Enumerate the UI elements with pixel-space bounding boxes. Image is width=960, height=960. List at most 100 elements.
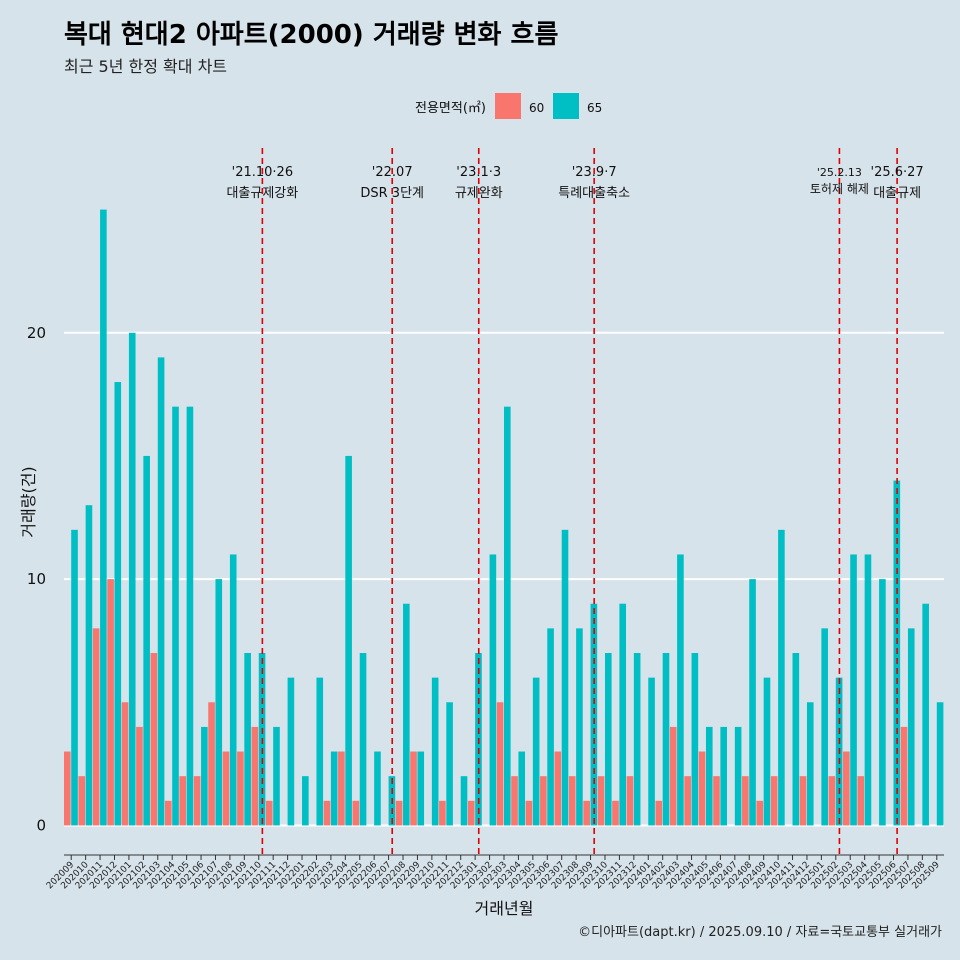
legend-label-65: 65 — [587, 101, 602, 115]
bar-65-202408 — [749, 579, 756, 826]
bar-60-202111 — [265, 800, 273, 826]
bar-65-202009 — [71, 529, 78, 826]
bar-65-202012 — [114, 382, 122, 826]
bar-65-202307 — [561, 529, 569, 826]
bar-60-202101 — [121, 702, 129, 826]
chart-subtitle: 최근 5년 한정 확대 차트 — [64, 57, 228, 76]
bar-65-202309 — [590, 603, 598, 826]
bar-60-202307 — [554, 751, 562, 826]
bar-65-202402 — [662, 653, 670, 826]
bar-60-202311 — [612, 800, 619, 826]
event-label-0: 대출규제강화 — [226, 186, 298, 201]
bar-60-202301 — [467, 800, 475, 826]
bar-65-202201 — [302, 776, 309, 826]
bar-60-202105 — [179, 776, 187, 826]
event-date-5: '25.6·27 — [871, 165, 924, 180]
bar-60-202209 — [410, 751, 417, 826]
bar-60-202011 — [92, 628, 100, 826]
event-date-1: '22.07 — [372, 165, 413, 180]
bar-65-202404 — [691, 653, 699, 826]
bar-60-202102 — [136, 726, 143, 826]
bar-60-202406 — [713, 776, 720, 826]
bar-65-202205 — [359, 653, 367, 826]
bar-60-202103 — [150, 653, 158, 826]
bar-65-202401 — [648, 677, 655, 826]
caption: ©디아파트(dapt.kr) / 2025.09.10 / 자료=국토교통부 실… — [578, 925, 942, 940]
bar-60-202404 — [684, 776, 691, 826]
bar-60-202405 — [698, 751, 706, 826]
bar-60-202305 — [525, 800, 533, 826]
bar-65-202507 — [907, 628, 915, 826]
event-label-4: 토허제 해제 — [810, 182, 869, 196]
bar-65-202105 — [186, 406, 194, 826]
bar-60-202310 — [597, 776, 605, 826]
bar-65-202504 — [864, 554, 872, 826]
bar-65-202108 — [229, 554, 237, 826]
bar-60-202507 — [900, 726, 908, 826]
bar-65-202312 — [633, 653, 641, 826]
axes: 0102020200920201020201120201220210120210… — [27, 324, 944, 891]
bar-65-202304 — [518, 751, 526, 826]
bar-60-202402 — [655, 800, 663, 826]
bar-60-202205 — [352, 800, 360, 826]
bar-60-202308 — [568, 776, 576, 826]
bar-60-202108 — [222, 751, 230, 826]
bar-65-202109 — [244, 653, 251, 826]
event-date-2: '23.1·3 — [456, 165, 501, 180]
bar-65-202503 — [850, 554, 857, 826]
bar-65-202011 — [100, 209, 107, 826]
bar-60-202409 — [756, 800, 764, 826]
bar-60-202010 — [78, 776, 86, 826]
event-date-4: '25.2.13 — [817, 166, 862, 179]
bar-60-202303 — [496, 702, 504, 826]
bar-60-202312 — [626, 776, 634, 826]
bar-65-202104 — [172, 406, 179, 826]
event-label-2: 규제완화 — [455, 186, 503, 201]
bar-65-202107 — [215, 579, 223, 826]
bar-65-202204 — [345, 455, 352, 826]
bar-60-202104 — [164, 800, 172, 826]
event-label-3: 특례대출축소 — [558, 186, 630, 201]
bar-65-202106 — [201, 726, 208, 826]
legend-label-60: 60 — [529, 101, 544, 115]
event-label-5: 대출규제 — [873, 186, 921, 201]
bar-60-202403 — [669, 726, 677, 826]
bar-65-202102 — [143, 455, 150, 826]
bar-65-202509 — [936, 702, 944, 826]
y-tick-label-20: 20 — [27, 324, 46, 342]
bar-65-202101 — [128, 332, 136, 826]
bar-65-202405 — [705, 726, 713, 826]
bar-65-202410 — [778, 529, 785, 826]
bar-65-202112 — [287, 677, 295, 826]
bar-65-202310 — [604, 653, 612, 826]
bar-65-202103 — [157, 357, 165, 826]
legend: 전용면적(㎡) 60 65 — [415, 93, 602, 119]
y-axis-title: 거래량(건) — [19, 466, 38, 537]
bar-65-202206 — [374, 751, 381, 826]
bar-60-202203 — [323, 800, 331, 826]
bar-60-202109 — [237, 751, 244, 826]
bar-60-202106 — [193, 776, 201, 826]
bar-65-202010 — [85, 505, 93, 826]
event-markers: '21.10·26 대출규제강화 '22.07 DSR 3단계 '23.1·3 규제완화 '… — [226, 148, 924, 855]
bar-65-202412 — [806, 702, 814, 826]
bar-65-202407 — [734, 726, 742, 826]
event-label-1: DSR 3단계 — [360, 186, 424, 201]
bar-65-202406 — [720, 726, 728, 826]
bar-65-202210 — [431, 677, 439, 826]
bar-65-202409 — [763, 677, 771, 826]
bar-65-202311 — [619, 603, 627, 826]
bar-60-202012 — [107, 579, 114, 826]
bar-60-202211 — [439, 800, 446, 826]
bar-65-202308 — [576, 628, 583, 826]
legend-swatch-60 — [495, 93, 521, 119]
bar-65-202306 — [547, 628, 554, 826]
bar-60-202304 — [511, 776, 518, 826]
bar-65-202508 — [922, 603, 929, 826]
bar-60-202204 — [338, 751, 345, 826]
legend-swatch-65 — [553, 93, 579, 119]
bar-65-202211 — [446, 702, 453, 826]
bar-60-202208 — [395, 800, 403, 826]
bar-60-202412 — [799, 776, 807, 826]
